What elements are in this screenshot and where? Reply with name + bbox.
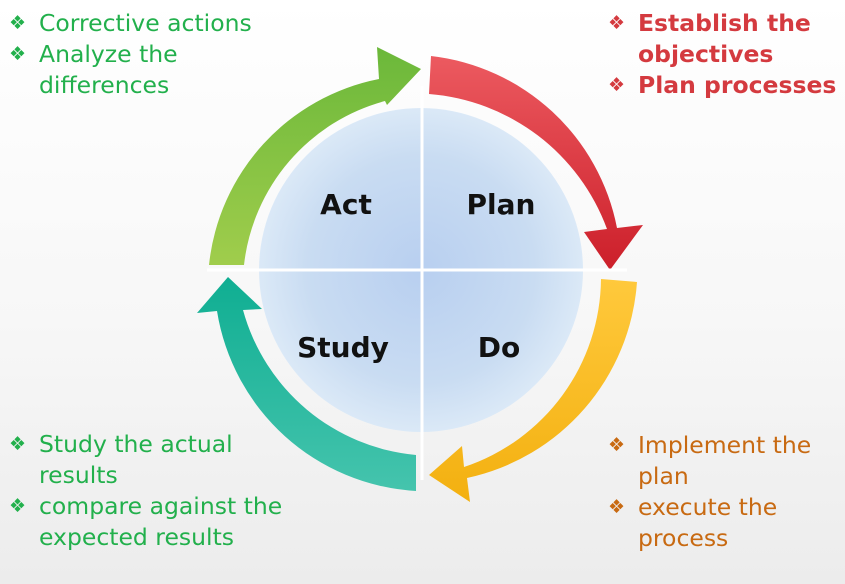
plan-note-text: Plan processes (638, 71, 837, 99)
study-note-text: Study the actual results (39, 430, 233, 489)
diamond-bullet-icon: ❖ (9, 43, 27, 65)
act-arrow (209, 47, 421, 265)
act-notes: ❖ Corrective actions ❖ Analyze the diffe… (9, 8, 299, 101)
study-note-text: compare against the expected results (39, 492, 283, 551)
diamond-bullet-icon: ❖ (608, 434, 626, 456)
study-note-item: ❖ Study the actual results (9, 429, 299, 491)
quadrant-label-do: Do (478, 331, 520, 364)
act-note-text: Corrective actions (39, 9, 252, 37)
diamond-bullet-icon: ❖ (608, 12, 626, 34)
quadrant-label-study: Study (297, 331, 389, 364)
plan-arrow (429, 56, 643, 270)
do-note-text: Implement the plan (638, 431, 812, 490)
quadrant-label-plan: Plan (467, 188, 536, 221)
study-arrow (197, 277, 416, 491)
act-note-text: Analyze the differences (39, 40, 178, 99)
plan-note-text: Establish the objectives (638, 9, 811, 68)
diamond-bullet-icon: ❖ (9, 12, 27, 34)
diamond-bullet-icon: ❖ (608, 496, 626, 518)
act-note-item: ❖ Corrective actions (9, 8, 299, 39)
diamond-bullet-icon: ❖ (9, 433, 27, 455)
diamond-bullet-icon: ❖ (9, 495, 27, 517)
plan-note-item: ❖ Establish the objectives (608, 8, 845, 70)
act-note-item: ❖ Analyze the differences (9, 39, 299, 101)
do-note-item: ❖ Implement the plan (608, 430, 838, 492)
study-notes: ❖ Study the actual results ❖ compare aga… (9, 429, 299, 553)
do-note-item: ❖ execute the process (608, 492, 838, 554)
diamond-bullet-icon: ❖ (608, 74, 626, 96)
plan-note-item: ❖ Plan processes (608, 70, 845, 101)
do-note-text: execute the process (638, 493, 778, 552)
quadrant-label-act: Act (320, 188, 372, 221)
do-notes: ❖ Implement the plan ❖ execute the proce… (608, 430, 838, 554)
plan-notes: ❖ Establish the objectives ❖ Plan proces… (608, 8, 845, 101)
do-arrow (429, 279, 637, 502)
study-note-item: ❖ compare against the expected results (9, 491, 299, 553)
